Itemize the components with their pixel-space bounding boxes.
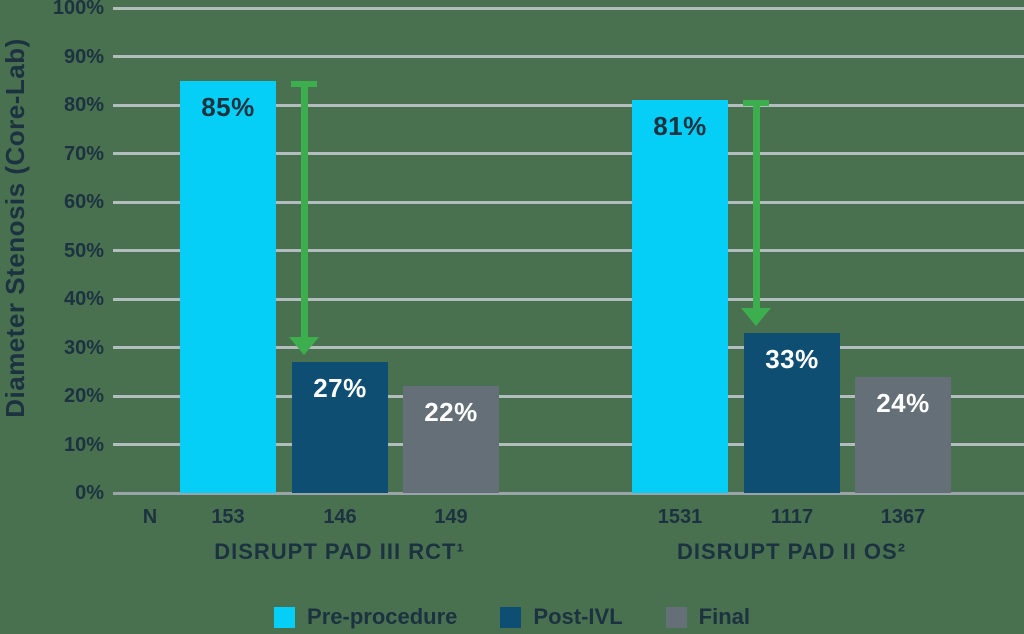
legend-label: Final — [698, 604, 750, 629]
bar-pre-procedure — [180, 80, 276, 493]
y-tick-label: 80% — [63, 94, 104, 116]
y-tick-label: 40% — [63, 288, 104, 310]
gridline — [113, 55, 1024, 58]
gridline — [113, 346, 1024, 349]
y-tick-label: 100% — [52, 0, 104, 19]
bar-value-label: 33% — [765, 343, 819, 374]
arrow-down-icon — [741, 307, 771, 326]
gridline — [113, 6, 1024, 10]
arrow-stem — [752, 104, 760, 310]
y-tick-label: 20% — [63, 385, 104, 407]
bar-value-label: 85% — [201, 91, 255, 122]
n-axis-label: N — [142, 506, 158, 528]
legend-item: Post-IVL — [500, 604, 623, 630]
bar-value-label: 27% — [313, 373, 367, 404]
group-title: DISRUPT PAD III RCT¹ — [214, 539, 465, 564]
y-tick-label: 70% — [63, 142, 104, 165]
legend-swatch — [665, 606, 687, 628]
legend-item: Final — [665, 604, 750, 630]
y-tick-label: 30% — [63, 336, 104, 359]
bar-value-label: 22% — [424, 397, 478, 428]
bar-final — [403, 386, 499, 493]
y-tick-label: 50% — [63, 239, 104, 262]
gridline — [113, 443, 1024, 446]
n-value: 1117 — [770, 506, 814, 528]
legend-label: Pre-procedure — [307, 604, 458, 629]
n-value: 1367 — [880, 506, 926, 528]
n-value: 149 — [434, 506, 468, 528]
n-value: 153 — [211, 506, 245, 528]
y-tick-label: 0% — [75, 482, 104, 504]
gridline — [113, 394, 1024, 398]
bar-value-label: 81% — [653, 111, 707, 142]
y-tick-label: 60% — [63, 191, 104, 213]
gridline — [113, 152, 1024, 155]
group-title: DISRUPT PAD II OS² — [676, 539, 907, 564]
gridline — [113, 297, 1024, 301]
x-axis-line — [113, 491, 1024, 495]
gridline — [113, 249, 1024, 252]
bar-value-label: 24% — [876, 387, 930, 418]
y-tick-label: 90% — [63, 45, 104, 68]
legend-swatch — [274, 606, 296, 628]
bar-pre-procedure — [632, 100, 728, 493]
n-value: 1531 — [657, 506, 703, 528]
bar-post-ivl — [744, 332, 840, 493]
arrow-stem — [300, 84, 308, 340]
legend-swatch — [500, 606, 522, 628]
gridline — [113, 200, 1024, 204]
legend-label: Post-IVL — [533, 604, 623, 629]
arrow-cap — [743, 100, 769, 107]
bar-final — [855, 376, 951, 493]
arrow-cap — [291, 80, 317, 87]
y-tick-label: 10% — [63, 433, 104, 456]
n-value: 146 — [323, 506, 357, 528]
bar-post-ivl — [292, 362, 388, 493]
legend-item: Pre-procedure — [274, 604, 457, 630]
legend: Pre-procedure Post-IVL Final — [0, 603, 1024, 631]
arrow-down-icon — [289, 337, 319, 356]
gridline — [113, 103, 1024, 107]
